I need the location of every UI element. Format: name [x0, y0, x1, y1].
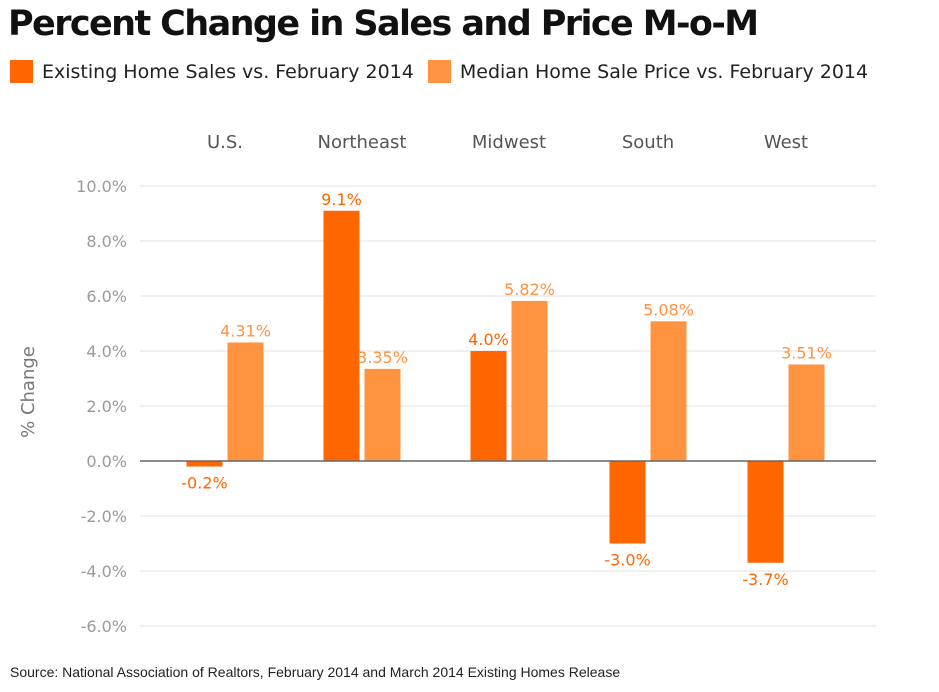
data-label: 4.31%	[220, 321, 271, 340]
legend-swatch-price	[427, 60, 451, 83]
data-label: 3.35%	[357, 348, 408, 367]
category-label: Northeast	[318, 132, 407, 153]
y-tick-label: 2.0%	[86, 397, 127, 416]
data-label: -0.2%	[181, 474, 227, 493]
y-tick-label: 8.0%	[86, 232, 127, 251]
y-tick-label: -6.0%	[81, 617, 127, 636]
y-tick-label: -2.0%	[81, 507, 127, 526]
chart-title: Percent Change in Sales and Price M-o-M	[8, 4, 759, 44]
bar	[323, 210, 360, 461]
category-label: West	[764, 132, 808, 153]
y-tick-label: -4.0%	[81, 562, 127, 581]
data-label: 3.51%	[781, 343, 832, 362]
data-label: 5.08%	[643, 300, 694, 319]
legend-swatch-sales	[10, 60, 33, 83]
y-axis-ticks: 10.0% 8.0% 6.0% 4.0% 2.0% 0.0% -2.0% -4.0% -6.0%	[76, 177, 127, 636]
bar	[788, 364, 825, 461]
data-labels: -0.2% 9.1% 4.0% -3.0% -3.7% 4.31% 3.35% 5.82% 5.…	[181, 190, 832, 589]
legend-item-sales: Existing Home Sales vs. February 2014	[10, 60, 414, 83]
legend: Existing Home Sales vs. February 2014 Me…	[10, 60, 882, 83]
bar	[747, 461, 784, 563]
bar	[650, 321, 687, 461]
legend-label-price: Median Home Sale Price vs. February 2014	[459, 60, 869, 83]
bar	[364, 368, 401, 461]
category-label: South	[622, 132, 674, 153]
source-note: Source: National Association of Realtors…	[10, 664, 621, 680]
bar	[186, 461, 223, 467]
legend-item-price: Median Home Sale Price vs. February 2014	[427, 60, 869, 83]
legend-label-sales: Existing Home Sales vs. February 2014	[42, 60, 414, 83]
category-labels: U.S. Northeast Midwest South West	[207, 132, 808, 153]
category-label: U.S.	[207, 132, 243, 153]
bar	[609, 461, 646, 544]
y-tick-label: 6.0%	[86, 287, 127, 306]
y-tick-label: 0.0%	[86, 452, 127, 471]
data-label: 4.0%	[468, 330, 509, 349]
data-label: 5.82%	[504, 280, 555, 299]
data-label: 9.1%	[321, 190, 362, 209]
bar	[511, 300, 548, 461]
data-label: -3.7%	[742, 570, 788, 589]
bar	[227, 342, 264, 461]
bar	[470, 351, 507, 461]
y-tick-label: 10.0%	[76, 177, 127, 196]
y-axis-label: % Change	[18, 346, 39, 438]
category-label: Midwest	[472, 132, 546, 153]
bars	[186, 210, 825, 563]
data-label: -3.0%	[604, 551, 650, 570]
y-tick-label: 4.0%	[86, 342, 127, 361]
